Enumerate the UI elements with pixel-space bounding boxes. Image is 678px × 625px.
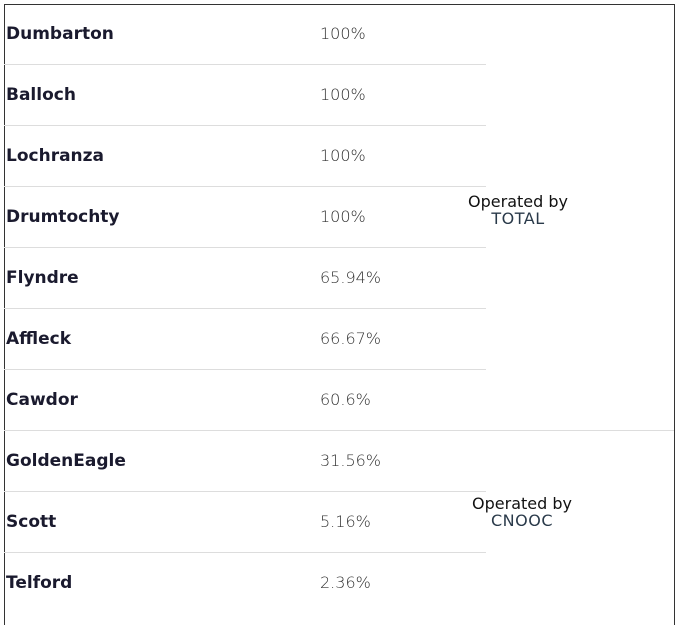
operated-by-label: Operated by [472, 494, 572, 513]
table-row: Scott 5.16% [4, 492, 486, 553]
operator-name: TOTAL [491, 209, 545, 228]
field-name: Telford [6, 573, 73, 593]
field-name: Cawdor [6, 390, 78, 410]
table-row: Flyndre 65.94% [4, 248, 486, 309]
table-frame [4, 4, 675, 625]
interest-value: 2.36% [320, 573, 371, 592]
interest-value: 5.16% [320, 512, 371, 531]
field-name: Scott [6, 512, 57, 532]
field-name: Dumbarton [6, 24, 114, 44]
interest-value: 60.6% [320, 390, 371, 409]
interest-value: 100% [320, 146, 366, 165]
table-row: Dumbarton 100% [4, 4, 486, 65]
table-row: Telford 2.36% [4, 553, 486, 614]
table-row: Affleck 66.67% [4, 309, 486, 370]
table-row: Balloch 100% [4, 65, 486, 126]
interest-value: 65.94% [320, 268, 382, 287]
field-name: Affleck [6, 329, 72, 349]
operated-by-label: Operated by [468, 192, 568, 211]
table-row: Cawdor 60.6% [4, 370, 674, 431]
field-name: Flyndre [6, 268, 79, 288]
interest-value: 100% [320, 207, 366, 226]
field-name: Lochranza [6, 146, 105, 166]
table-row: GoldenEagle 31.56% [4, 431, 486, 492]
operator-cell-cnooc: Operated by CNOOC [442, 495, 602, 529]
field-name: GoldenEagle [6, 451, 126, 471]
interest-value: 100% [320, 85, 366, 104]
interest-value: 100% [320, 24, 366, 43]
interest-value: 66.67% [320, 329, 382, 348]
table-row: Drumtochty 100% [4, 187, 486, 248]
interest-value: 31.56% [320, 451, 382, 470]
field-name: Drumtochty [6, 207, 120, 227]
field-name: Balloch [6, 85, 76, 105]
operator-name: CNOOC [491, 511, 553, 530]
table-row: Lochranza 100% [4, 126, 486, 187]
operator-cell-total: Operated by TOTAL [438, 193, 598, 227]
